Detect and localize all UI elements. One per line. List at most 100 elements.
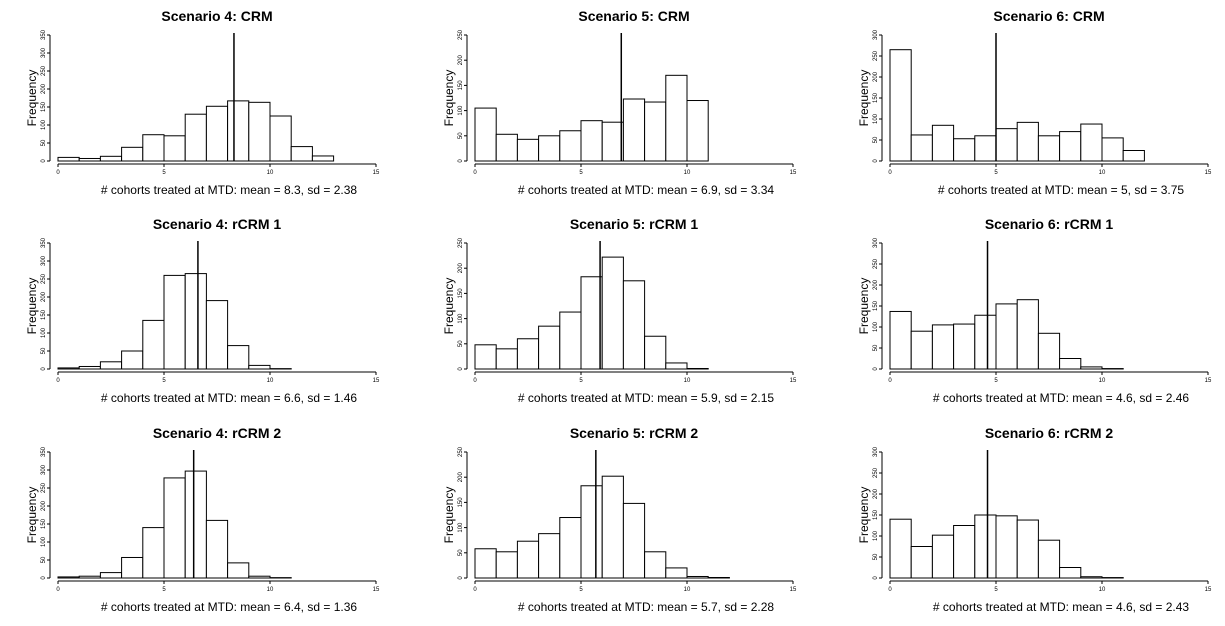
- histogram-bar: [206, 520, 227, 578]
- histogram-bar: [975, 315, 996, 369]
- x-tick-label: 10: [1099, 378, 1106, 384]
- x-tick-label: 15: [790, 587, 797, 593]
- histogram-bar: [581, 121, 602, 161]
- histogram-bar: [932, 125, 953, 161]
- y-tick-label: 200: [873, 279, 879, 290]
- y-tick-label: 200: [458, 472, 464, 483]
- histogram-bar: [1017, 520, 1038, 578]
- histogram-bar: [164, 275, 185, 369]
- x-tick-label: 5: [579, 587, 583, 593]
- histogram-bar: [1060, 568, 1081, 579]
- histogram-bar: [645, 336, 666, 369]
- y-tick-label: 0: [873, 159, 879, 163]
- y-tick-label: 300: [873, 446, 879, 457]
- histogram-bar: [666, 568, 687, 578]
- histogram-bar: [708, 577, 729, 578]
- y-tick-label: 150: [458, 497, 464, 508]
- y-tick-label: 100: [458, 522, 464, 533]
- histogram-bar: [475, 108, 496, 161]
- histogram-bar: [645, 552, 666, 578]
- y-tick-label: 250: [41, 65, 47, 76]
- histogram-bar: [996, 129, 1017, 161]
- y-tick-label: 50: [458, 549, 464, 556]
- y-tick-label: 100: [41, 327, 47, 338]
- histogram-bar: [122, 557, 143, 578]
- histogram-bar: [1060, 132, 1081, 161]
- y-tick-label: 50: [41, 139, 47, 146]
- histogram-bar: [228, 346, 249, 369]
- panel-title: Scenario 4: rCRM 1: [153, 216, 282, 232]
- x-tick-label: 0: [473, 378, 477, 384]
- y-tick-label: 100: [873, 530, 879, 541]
- histogram-bar: [517, 541, 538, 578]
- x-tick-label: 10: [267, 170, 274, 176]
- x-tick-label: 15: [373, 587, 380, 593]
- x-tick-label: 5: [162, 587, 166, 593]
- histogram-bar: [602, 257, 623, 369]
- x-tick-label: 10: [684, 170, 691, 176]
- x-tick-label: 5: [994, 170, 998, 176]
- histogram-bar: [1038, 333, 1059, 369]
- y-axis-label: Frequency: [857, 487, 871, 544]
- x-axis-label: # cohorts treated at MTD: mean = 6.6, sd…: [101, 391, 357, 405]
- x-axis-label: # cohorts treated at MTD: mean = 5.9, sd…: [518, 391, 774, 405]
- histogram-bar: [581, 277, 602, 369]
- x-tick-label: 0: [56, 587, 60, 593]
- histogram-bar: [185, 471, 206, 578]
- histogram-bar: [623, 99, 644, 161]
- y-tick-label: 50: [458, 132, 464, 139]
- y-tick-label: 150: [41, 309, 47, 320]
- x-tick-label: 0: [888, 587, 892, 593]
- histogram-bar: [58, 577, 79, 578]
- x-tick-label: 0: [56, 378, 60, 384]
- panel-title: Scenario 4: CRM: [161, 8, 272, 24]
- histogram-bar: [602, 476, 623, 578]
- histogram-bar: [890, 519, 911, 578]
- histogram-bar: [249, 576, 270, 578]
- x-axis-label: # cohorts treated at MTD: mean = 4.6, sd…: [933, 391, 1189, 405]
- histogram-bar: [475, 345, 496, 369]
- y-tick-label: 100: [873, 321, 879, 332]
- histogram-bar: [687, 101, 708, 161]
- histogram-bar: [185, 114, 206, 161]
- x-tick-label: 15: [373, 170, 380, 176]
- y-tick-label: 200: [873, 71, 879, 82]
- y-tick-label: 250: [873, 50, 879, 61]
- histogram-bar: [1038, 540, 1059, 578]
- histogram-bar: [666, 75, 687, 161]
- y-tick-label: 150: [458, 80, 464, 91]
- y-tick-label: 250: [458, 446, 464, 457]
- y-tick-label: 200: [458, 55, 464, 66]
- histogram-bar: [1017, 122, 1038, 161]
- y-axis-label: Frequency: [442, 70, 456, 127]
- histogram-bar: [975, 515, 996, 578]
- histogram-bar: [932, 535, 953, 578]
- y-tick-label: 0: [873, 367, 879, 371]
- y-axis-label: Frequency: [25, 70, 39, 127]
- histogram-bar: [1060, 359, 1081, 370]
- y-tick-label: 150: [873, 92, 879, 103]
- histogram-bar: [996, 304, 1017, 369]
- histogram-bar: [79, 576, 100, 578]
- histogram-bar: [1081, 577, 1102, 578]
- x-tick-label: 5: [994, 587, 998, 593]
- y-tick-label: 50: [41, 556, 47, 563]
- y-axis-label: Frequency: [442, 487, 456, 544]
- histogram-bar: [954, 324, 975, 369]
- y-tick-label: 300: [41, 47, 47, 58]
- histogram-bar: [560, 518, 581, 578]
- histogram-bar: [79, 366, 100, 369]
- y-tick-label: 250: [873, 258, 879, 269]
- y-tick-label: 300: [873, 237, 879, 248]
- y-tick-label: 300: [41, 255, 47, 266]
- y-tick-label: 150: [873, 300, 879, 311]
- histogram-bar: [270, 116, 291, 161]
- histogram-bar: [1038, 136, 1059, 161]
- y-tick-label: 150: [873, 509, 879, 520]
- histogram-bar: [291, 147, 312, 161]
- histogram-bar: [911, 331, 932, 369]
